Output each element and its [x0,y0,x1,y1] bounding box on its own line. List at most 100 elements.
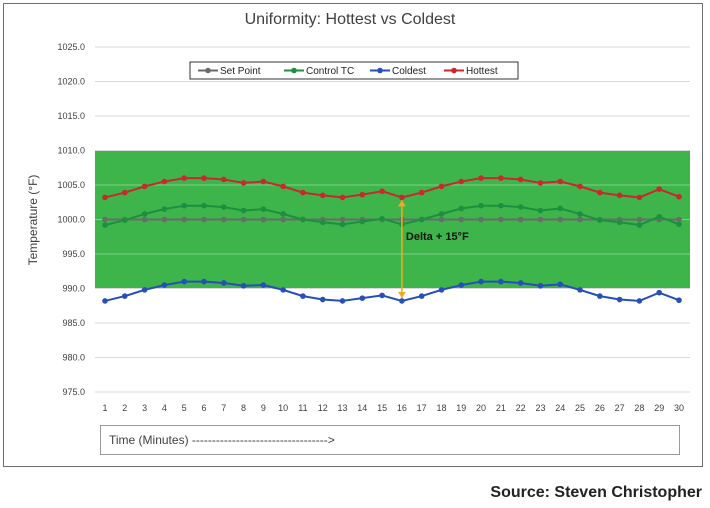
data-point [498,175,504,181]
data-point [240,180,247,186]
data-point [676,221,682,228]
data-point [102,216,108,223]
data-point [201,216,207,223]
data-point [616,192,623,199]
data-point [240,282,247,289]
y-tick-label: 1000.0 [57,215,85,225]
series-line [104,204,680,227]
legend-marker [291,67,297,74]
data-point [280,183,286,190]
data-point [201,202,207,209]
x-tick-label: 3 [142,403,147,413]
data-point [636,222,643,228]
x-tick-label: 4 [162,403,167,413]
data-point [201,278,207,285]
x-tick-label: 11 [298,403,307,413]
data-point [537,216,544,223]
data-point [102,194,108,201]
data-point [478,278,484,285]
data-point [121,293,128,299]
y-tick-label: 1015.0 [57,111,85,121]
data-point [300,293,306,299]
data-point [220,280,227,286]
data-point [319,296,326,303]
data-point [498,278,504,285]
data-point [438,216,445,223]
data-point [656,213,663,220]
data-point [517,176,524,183]
data-point [597,189,603,196]
data-point [616,296,623,303]
data-point [300,189,306,196]
data-point [260,178,267,185]
data-point [220,204,227,210]
data-point [636,216,643,223]
data-point [379,216,385,222]
x-tick-label: 23 [535,403,545,413]
data-point [280,216,286,223]
data-point [577,211,583,217]
data-point [557,216,564,223]
data-point [616,219,623,226]
data-point [141,287,148,293]
data-point [537,282,544,289]
data-point [240,216,247,223]
data-point [399,194,405,201]
data-point [577,287,583,293]
data-point [181,175,187,181]
data-point [121,217,128,223]
data-point [597,217,603,223]
data-point [102,298,108,304]
y-tick-label: 995.0 [62,249,85,259]
data-point [339,298,346,304]
data-point [260,216,267,223]
y-tick-label: 1025.0 [57,42,85,52]
data-point [498,216,504,223]
legend-label: Coldest [392,66,426,77]
data-point [161,216,168,223]
data-point [339,216,346,223]
x-tick-label: 20 [476,403,486,413]
y-tick-label: 985.0 [62,318,85,328]
data-point [359,295,366,301]
x-tick-label: 16 [397,403,407,413]
x-tick-label: 1 [102,403,107,413]
chart-title: Uniformity: Hottest vs Coldest [244,11,456,28]
x-tick-label: 28 [634,403,644,413]
data-point [557,281,564,288]
delta-arrowhead [397,200,406,207]
data-point [458,205,465,212]
legend-marker [451,67,457,74]
legend [189,61,519,80]
data-point [280,211,286,217]
data-point [557,205,564,212]
data-point [161,206,168,212]
data-point [339,221,346,228]
data-point [458,178,465,185]
data-point [537,180,544,186]
data-point [577,216,583,223]
data-point [438,211,445,217]
data-point [418,189,425,196]
legend-label: Set Point [220,66,261,77]
data-point [517,280,524,286]
data-point [438,287,445,293]
data-point [399,298,405,304]
data-point [379,292,385,299]
data-point [676,193,682,200]
x-tick-label: 24 [555,403,565,413]
legend-marker [377,67,383,74]
data-point [656,186,663,192]
y-tick-label: 1020.0 [57,77,85,87]
x-tick-label: 7 [221,403,226,413]
data-point [557,178,564,185]
y-tick-label: 1005.0 [57,180,85,190]
data-point [260,282,267,288]
x-tick-label: 6 [201,403,206,413]
data-point [458,216,465,223]
data-point [577,183,583,190]
data-point [240,207,247,214]
data-point [478,216,484,223]
data-point [458,282,465,288]
data-point [478,175,484,181]
